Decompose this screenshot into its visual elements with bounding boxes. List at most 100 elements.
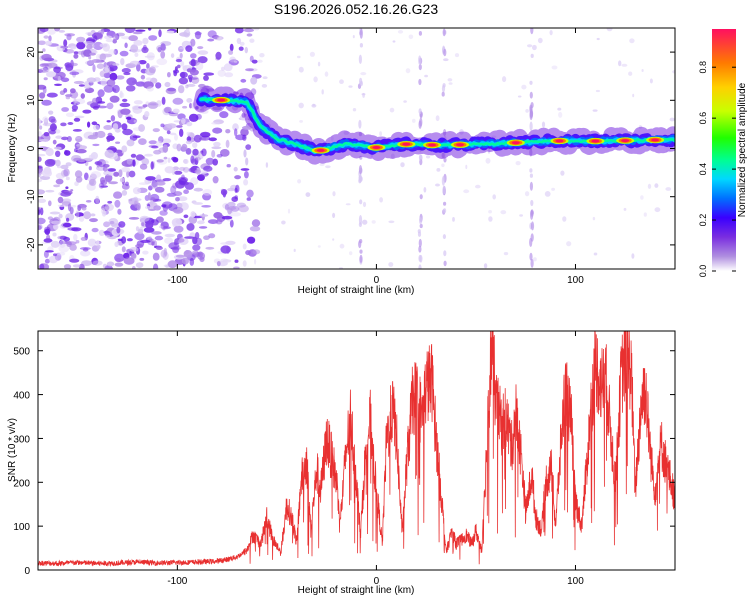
streak-blob (530, 210, 534, 215)
noise-blob (122, 98, 128, 102)
noise-blob (48, 200, 52, 207)
noise-blob (212, 176, 219, 184)
noise-blob (488, 216, 493, 222)
noise-blob (632, 93, 635, 98)
noise-blob (175, 197, 180, 202)
noise-blob (130, 153, 137, 158)
noise-blob (595, 89, 601, 93)
noise-blob (192, 250, 197, 254)
noise-blob (212, 127, 223, 134)
ridge-hotspot-peak (621, 139, 630, 143)
streak-blob (359, 239, 363, 244)
noise-blob (102, 263, 108, 269)
noise-blob (38, 153, 46, 157)
streak-blob (358, 165, 363, 175)
noise-blob (155, 246, 163, 251)
noise-blob (88, 178, 97, 186)
noise-blob (205, 157, 215, 165)
noise-blob (448, 82, 453, 85)
noise-blob (159, 210, 168, 216)
noise-blob (154, 186, 165, 193)
noise-blob (213, 141, 221, 147)
noise-blob (132, 159, 136, 167)
noise-blob (71, 104, 78, 111)
noise-blob (92, 132, 98, 136)
noise-blob (75, 210, 80, 219)
noise-blob (454, 53, 460, 58)
noise-blob (106, 102, 114, 110)
noise-blob (217, 36, 222, 41)
noise-blob (138, 106, 146, 109)
noise-blob (84, 172, 89, 181)
noise-blob (104, 173, 113, 183)
noise-blob (163, 247, 168, 257)
snr-y-label: SNR (10 * v/v) (7, 418, 18, 482)
noise-blob (62, 198, 72, 203)
noise-blob (155, 82, 162, 89)
noise-blob (58, 213, 63, 219)
colorbar: 0.0 0.2 0.4 0.6 0.8 Normalized spectral ampl… (698, 29, 748, 277)
noise-blob (81, 206, 87, 211)
noise-blob (190, 211, 196, 218)
noise-blob (185, 84, 189, 89)
streak-blob (442, 185, 446, 195)
noise-blob (170, 53, 175, 58)
noise-blob (118, 169, 123, 178)
noise-blob (38, 189, 46, 195)
noise-blob (119, 90, 123, 99)
noise-blob (141, 46, 149, 54)
noise-blob (167, 157, 171, 163)
noise-blob (205, 246, 215, 250)
noise-blob (119, 177, 125, 183)
noise-blob (102, 166, 108, 172)
noise-blob (229, 43, 234, 52)
noise-blob (74, 170, 83, 179)
snr-series-line (38, 331, 675, 567)
noise-blob (82, 109, 92, 114)
noise-blob (70, 88, 76, 94)
noise-blob (100, 28, 105, 35)
noise-blob (168, 242, 180, 250)
noise-blob (60, 191, 72, 197)
noise-blob (197, 50, 209, 55)
noise-blob (203, 75, 209, 81)
streak-blob (359, 77, 363, 86)
noise-blob (122, 128, 133, 136)
noise-blob (48, 255, 58, 264)
colorbar-tick-label: 0.8 (698, 61, 708, 74)
noise-blob (66, 217, 70, 222)
noise-blob (452, 217, 455, 222)
noise-blob (46, 92, 58, 98)
streak-blob (359, 249, 363, 254)
noise-blob (113, 171, 120, 177)
noise-blob (73, 53, 79, 59)
noise-blob (43, 117, 49, 126)
noise-blob (182, 166, 190, 173)
noise-blob (98, 182, 105, 189)
noise-blob (48, 110, 54, 115)
noise-blob (388, 262, 394, 267)
noise-blob (130, 44, 139, 53)
noise-blob (144, 153, 154, 157)
noise-blob (665, 187, 672, 191)
noise-blob (388, 220, 395, 224)
noise-blob (183, 159, 189, 164)
x-tick-label: 100 (567, 275, 584, 286)
streak-blob (442, 28, 446, 37)
noise-blob (185, 148, 192, 155)
noise-blob (197, 220, 205, 225)
noise-blob (42, 48, 46, 52)
noise-blob (654, 207, 661, 213)
spectrogram-y-ticks: -20 -10 0 10 20 (26, 46, 675, 252)
noise-blob (220, 149, 230, 157)
noise-blob (199, 132, 211, 138)
noise-blob (116, 226, 121, 234)
noise-blob (140, 239, 151, 243)
noise-blob (63, 88, 68, 93)
y-tick-label: 300 (13, 434, 30, 445)
noise-blob (126, 170, 130, 178)
noise-blob (46, 71, 56, 78)
noise-blob (60, 164, 69, 170)
noise-blob (59, 239, 66, 248)
noise-blob (435, 115, 440, 122)
